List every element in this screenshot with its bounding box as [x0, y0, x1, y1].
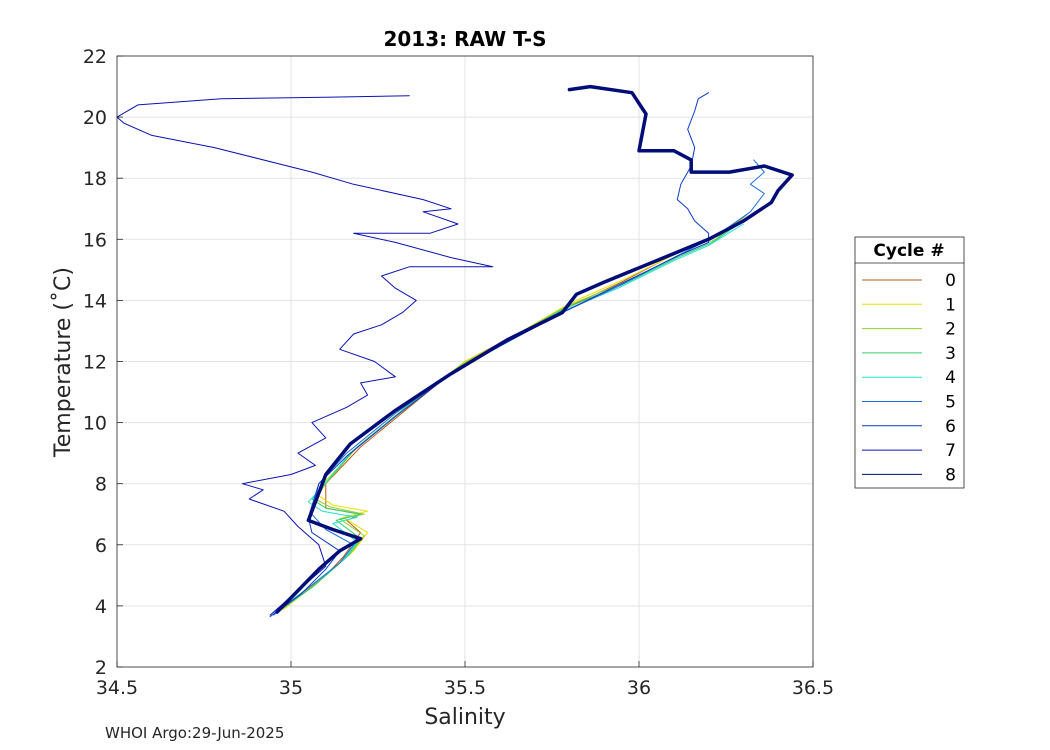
- legend-label-cycle-0: 0: [945, 271, 956, 291]
- y-tick-label: 22: [83, 46, 107, 68]
- legend-label-cycle-6: 6: [945, 417, 956, 437]
- series-line-cycle-8: [275, 84, 794, 614]
- series-line-cycle-4: [273, 223, 744, 614]
- legend-title: Cycle #: [873, 241, 944, 261]
- footer-stamp: WHOI Argo:29-Jun-2025: [105, 724, 285, 742]
- y-axis-label: Temperature (˚C): [51, 267, 76, 458]
- legend-label-cycle-8: 8: [945, 465, 956, 485]
- x-tick-label: 36.5: [792, 677, 834, 699]
- y-tick-label: 20: [83, 107, 107, 129]
- y-tick-label: 14: [83, 290, 107, 312]
- y-tick-label: 4: [95, 596, 107, 618]
- series-group: [116, 84, 794, 618]
- y-tick-label: 10: [83, 413, 107, 435]
- y-tick-label: 6: [95, 535, 107, 557]
- y-ticks: 2 4 6 8 10 12 14 16 18 20 22: [83, 46, 123, 679]
- x-tick-label: 36: [627, 677, 651, 699]
- y-tick-label: 18: [83, 168, 107, 190]
- x-tick-label: 35: [279, 677, 303, 699]
- legend-label-cycle-3: 3: [945, 344, 956, 364]
- y-tick-label: 2: [95, 657, 107, 679]
- x-ticks: 34.5 35 35.5 36 36.5: [96, 661, 834, 699]
- chart-title: 2013: RAW T-S: [383, 27, 546, 51]
- legend-box: [854, 236, 965, 489]
- legend-label-cycle-7: 7: [945, 441, 956, 461]
- series-line-cycle-7: [116, 95, 494, 616]
- series-line-cycle-6: [269, 92, 710, 618]
- y-tick-label: 12: [83, 352, 107, 374]
- legend-label-cycle-1: 1: [945, 295, 956, 315]
- legend: Cycle # 0 1 2 3 4 5 6 7 8: [854, 236, 965, 489]
- legend-items: 0 1 2 3 4 5 6 7 8: [862, 271, 956, 485]
- legend-label-cycle-4: 4: [945, 368, 956, 388]
- legend-label-cycle-5: 5: [945, 393, 956, 413]
- x-axis-label: Salinity: [424, 705, 505, 730]
- y-tick-label: 8: [95, 474, 107, 496]
- x-tick-label: 35.5: [444, 677, 486, 699]
- legend-label-cycle-2: 2: [945, 320, 956, 340]
- x-tick-label: 34.5: [96, 677, 138, 699]
- y-tick-label: 16: [83, 229, 107, 251]
